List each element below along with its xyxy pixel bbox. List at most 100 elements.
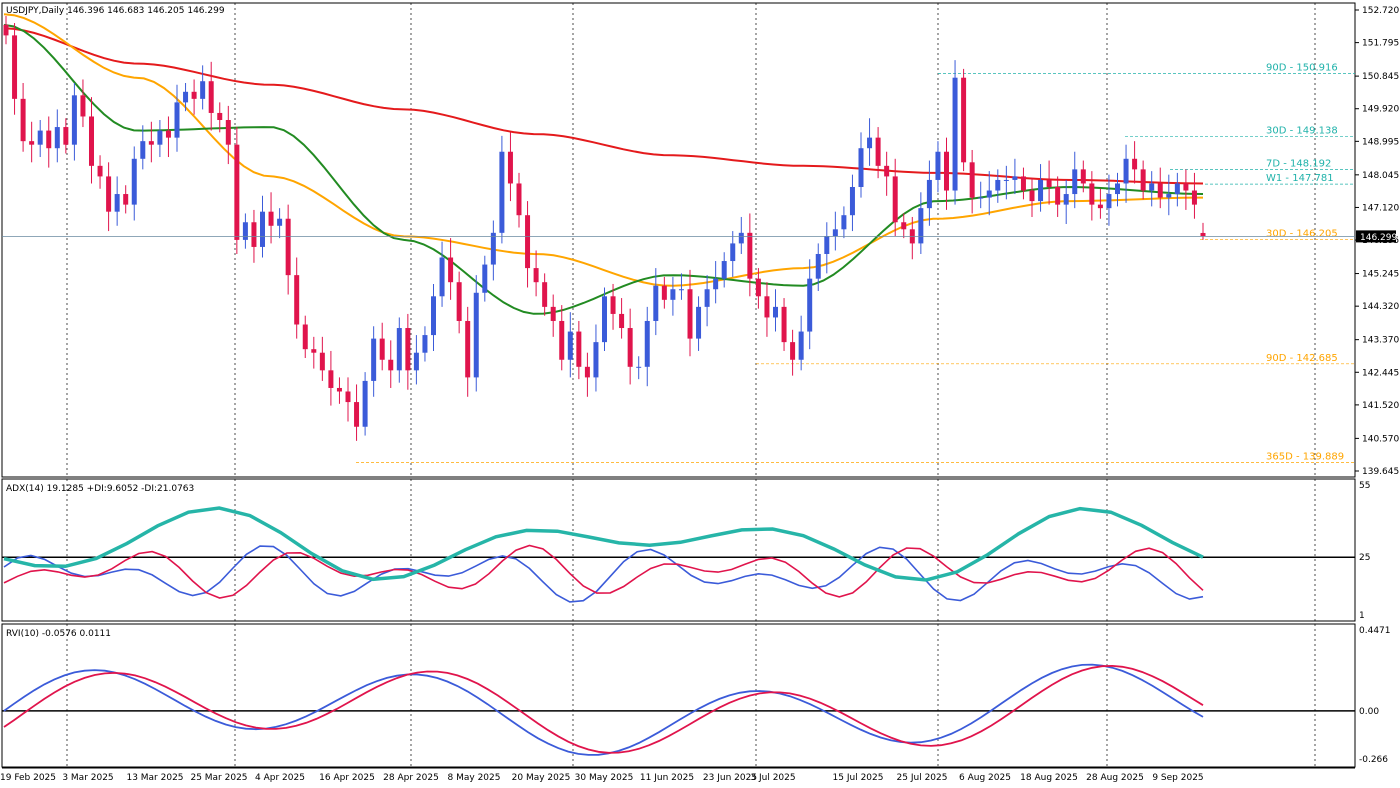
date-label: 15 Jul 2025 [833,773,884,783]
candle-body [1072,169,1078,195]
candle-body [328,370,334,388]
candle-body [319,352,325,371]
adx-line [3,506,1204,582]
rvi-axis-label: 0.4471 [1359,626,1391,636]
candle-body [1123,158,1129,184]
price-tick-label: 150.845 [1362,72,1399,82]
candle-body [37,130,43,145]
candle-body [473,292,479,378]
candle-body [1149,183,1155,191]
candle-body [140,141,146,159]
candle-body [764,296,770,318]
candle-body [345,391,351,403]
candle-body [1140,169,1146,191]
candle-body [379,338,385,360]
candle-body [1157,183,1163,198]
candle-body [1200,232,1206,237]
candle-body [217,112,223,121]
candle-body [302,324,308,350]
candle-body [644,320,650,367]
candle-body [1132,158,1138,170]
candle-body [200,81,206,99]
candle-body [533,268,539,283]
price-pane [1,2,1356,478]
rvi-axis-label: 0.00 [1359,707,1379,717]
date-label: 8 May 2025 [448,773,501,783]
candle-body [627,328,633,367]
candle-body [602,296,607,343]
price-tick-label: 140.570 [1362,434,1399,444]
candle-body [824,236,830,254]
level-label: 30D - 146.205 [1266,229,1338,240]
rvi-main-line [3,663,1204,756]
candle-body [413,352,419,371]
date-label: 20 May 2025 [512,773,571,783]
candle-body [29,141,35,145]
candle-body [892,176,898,223]
candle-body [131,158,137,205]
candle-body [54,127,60,149]
candle-body [336,387,342,392]
candle-body [773,306,778,318]
rvi-indicator: 0.4471 0.00 -0.266 [2,626,1391,765]
candle-body [3,24,9,36]
candle-body [362,380,368,427]
level-label: 7D - 148.192 [1266,159,1331,170]
candle-body [986,190,992,198]
candle-body [251,222,257,247]
price-label-box [1356,230,1396,243]
level-label: W1 - 147.781 [1266,173,1334,184]
candle-body [969,162,975,198]
candle-body [268,211,274,226]
candle-body [858,148,864,187]
moving-averages [3,13,1204,315]
candle-body [525,215,531,269]
candle-body [165,130,171,138]
candle-body [926,179,932,209]
price-tick-label: 144.320 [1362,302,1399,312]
grid-lines [66,3,1316,767]
candle-body [995,179,1001,191]
candle-body [277,218,283,226]
candle-body [89,116,94,166]
candlesticks [3,15,1206,441]
rvi-axis-label: -0.266 [1359,755,1388,765]
candle-body [490,232,496,265]
candle-body [225,120,231,145]
candle-body [507,151,513,184]
candle-body [593,342,599,378]
candle-body [1020,176,1026,191]
candle-body [747,232,753,279]
candle-body [713,278,719,290]
price-tick-label: 148.045 [1362,171,1399,181]
price-tick-label: 151.795 [1362,39,1399,49]
candle-body [123,194,129,205]
adx-axis-label: 55 [1359,481,1370,491]
candle-body [678,289,684,291]
date-label: 13 Mar 2025 [126,773,183,783]
candle-body [285,218,291,276]
price-tick-label: 147.120 [1362,203,1399,213]
candle-body [542,282,548,307]
candle-body [106,176,112,212]
candle-body [80,95,86,117]
candle-body [918,208,924,244]
candle-body [559,320,565,360]
candle-body [755,278,761,297]
date-label: 25 Jul 2025 [897,773,948,783]
candle-body [1055,186,1061,205]
price-tick-label: 152.720 [1362,6,1399,16]
date-label: 16 Apr 2025 [319,773,375,783]
candle-body [567,331,573,360]
price-tick-label: 142.445 [1362,368,1399,378]
candle-body [63,127,69,145]
price-tick-label: 145.245 [1362,270,1399,280]
symbol-header: USDJPY,Daily 146.396 146.683 146.205 146… [6,6,225,16]
candle-body [1080,169,1086,184]
candle-body [884,165,890,177]
adx-indicator: 55 25 1 [2,481,1370,621]
candle-body [191,91,197,99]
candle-body [832,229,838,237]
candle-body [661,285,667,300]
